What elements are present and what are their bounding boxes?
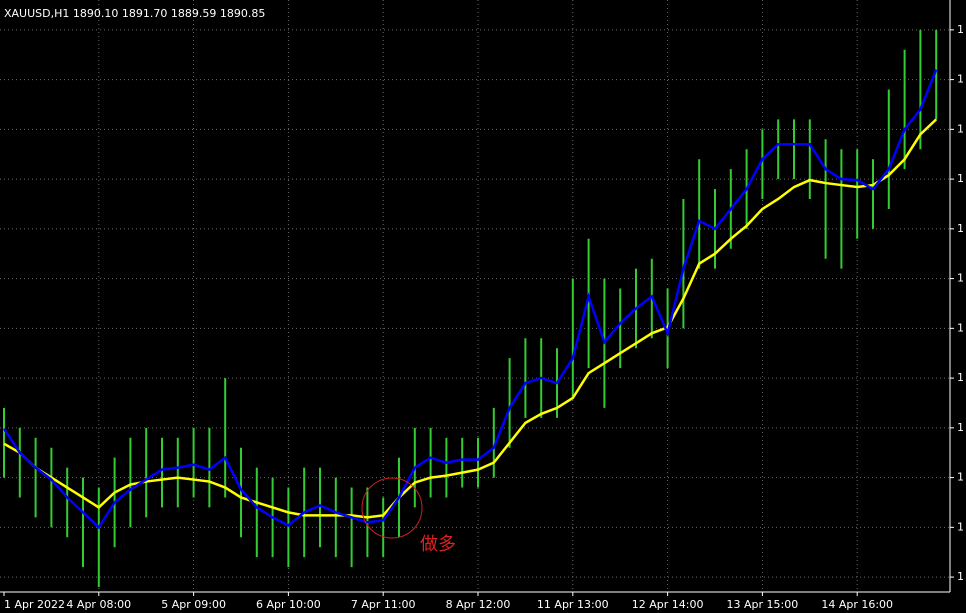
- x-tick-label: 12 Apr 14:00: [632, 598, 704, 611]
- chart-title: XAUUSD,H1 1890.10 1891.70 1889.59 1890.8…: [4, 7, 265, 20]
- y-tick-label: 1: [957, 272, 964, 285]
- y-tick-label: 1: [957, 321, 964, 334]
- x-tick-label: 1 Apr 2022: [4, 598, 65, 611]
- x-tick-label: 7 Apr 11:00: [351, 598, 416, 611]
- annotation-circle: [361, 477, 423, 539]
- y-tick-label: 1: [957, 23, 964, 36]
- x-tick-label: 8 Apr 12:00: [446, 598, 511, 611]
- x-tick-label: 5 Apr 09:00: [161, 598, 226, 611]
- annotation: 做多: [420, 534, 456, 555]
- y-tick-label: 1: [957, 520, 964, 533]
- moving-average: [2, 69, 938, 530]
- y-tick-label: 1: [957, 570, 964, 583]
- x-tick-label: 13 Apr 15:00: [727, 598, 799, 611]
- y-tick-label: 1: [957, 172, 964, 185]
- x-tick-label: 4 Apr 08:00: [66, 598, 131, 611]
- plot: [2, 29, 938, 588]
- y-tick-label: 1: [957, 371, 964, 384]
- moving-average: [3, 118, 938, 519]
- y-tick-label: 1: [957, 421, 964, 434]
- y-tick-label: 1: [957, 73, 964, 86]
- y-tick-label: 1: [957, 122, 964, 135]
- y-tick-label: 1: [957, 222, 964, 235]
- x-tick-label: 14 Apr 16:00: [821, 598, 893, 611]
- x-tick-label: 11 Apr 13:00: [537, 598, 609, 611]
- y-tick-label: 1: [957, 471, 964, 484]
- x-tick-label: 6 Apr 10:00: [256, 598, 321, 611]
